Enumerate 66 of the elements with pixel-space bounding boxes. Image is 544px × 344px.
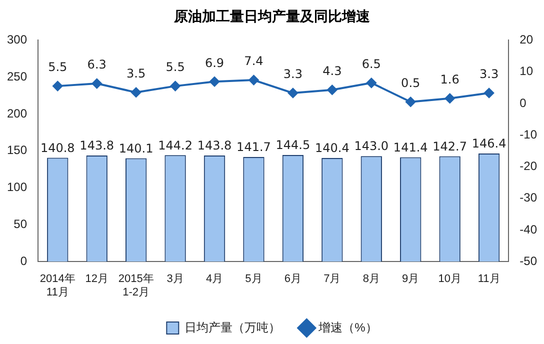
y-tick-label: 50 <box>14 217 28 232</box>
data-label: 3.3 <box>283 67 302 82</box>
y2-tick-label: -20 <box>520 159 538 174</box>
data-label: 3.5 <box>126 66 146 81</box>
legend-label: 日均产量（万吨） <box>184 320 281 334</box>
x-tick-label: 12月 <box>85 273 108 286</box>
data-label: 144.2 <box>158 138 192 152</box>
data-label: 5.5 <box>48 60 68 74</box>
point <box>444 93 455 104</box>
data-label: 144.5 <box>276 138 310 152</box>
data-label: 3.3 <box>480 67 499 82</box>
x-tick-label: 2014年11月 <box>40 273 76 298</box>
point <box>366 78 376 88</box>
x-tick-label: 2015年1-2月 <box>118 273 154 298</box>
y2-tick-label: -30 <box>520 190 538 205</box>
data-label: 6.5 <box>362 57 381 72</box>
data-label: 141.7 <box>236 140 271 154</box>
chart-title: 原油加工量日均产量及同比增速 <box>172 8 371 27</box>
point <box>484 88 494 98</box>
data-label: 142.7 <box>432 139 468 154</box>
y-tick-label: 150 <box>6 143 28 158</box>
x-tick-label: 7月 <box>324 273 341 286</box>
x-tick-label: 8月 <box>362 273 380 286</box>
data-label: 0.5 <box>401 76 420 90</box>
data-label: 1.6 <box>440 72 460 87</box>
y2-tick-label: 10 <box>520 64 534 78</box>
data-label: 5.5 <box>166 60 185 74</box>
y2-tick-label: -10 <box>520 127 538 142</box>
x-tick-label: 9月 <box>402 273 420 286</box>
data-label: 7.4 <box>244 54 264 68</box>
x-tick-label: 4月 <box>206 273 224 286</box>
data-label: 141.4 <box>393 140 428 154</box>
point <box>210 76 220 87</box>
y2-tick-label: -40 <box>520 222 538 236</box>
x-tick-label: 6月 <box>284 273 302 286</box>
point <box>170 81 180 92</box>
legend-label: 增速（%） <box>318 320 378 334</box>
data-label: 6.9 <box>204 56 224 70</box>
point <box>406 96 416 107</box>
x-tick-label: 5月 <box>245 273 262 286</box>
x-tick-label: 11月 <box>478 273 500 286</box>
point <box>248 75 259 86</box>
x-tick-label: 3月 <box>166 273 184 286</box>
data-label: 140.8 <box>40 140 75 155</box>
data-label: 143.8 <box>197 138 232 153</box>
y-tick-label: 250 <box>6 69 28 84</box>
y-tick-label: 200 <box>6 106 28 120</box>
x-tick-label: 10月 <box>438 273 462 286</box>
data-label: 140.4 <box>314 141 350 156</box>
y-tick-label: 100 <box>6 180 28 194</box>
data-label: 143.8 <box>80 138 114 153</box>
point <box>52 81 63 92</box>
point <box>92 78 102 89</box>
y2-tick-label: 0 <box>520 96 527 110</box>
data-label: 146.4 <box>472 136 506 151</box>
data-label: 6.3 <box>87 58 106 72</box>
y-tick-label: 300 <box>6 32 28 47</box>
y2-tick-label: -50 <box>520 254 538 268</box>
point <box>288 88 298 98</box>
y-tick-label: 0 <box>20 254 28 268</box>
y2-tick-label: 20 <box>520 32 534 47</box>
data-label: 4.3 <box>322 64 342 78</box>
point <box>131 87 142 98</box>
data-label: 143.0 <box>354 139 389 154</box>
point <box>327 84 338 95</box>
data-label: 140.1 <box>118 141 154 156</box>
